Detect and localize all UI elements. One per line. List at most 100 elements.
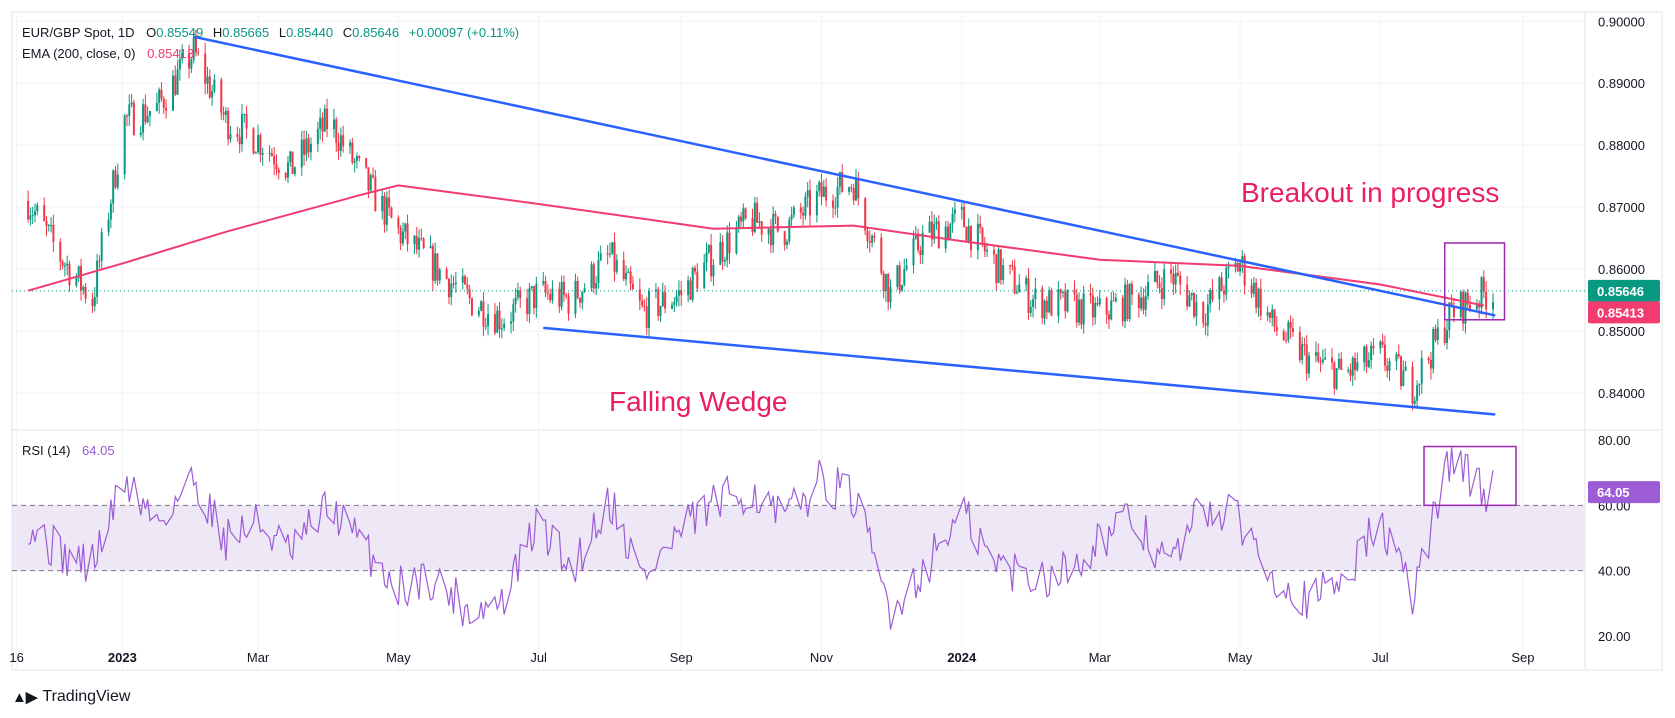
candle xyxy=(404,222,407,240)
candle-body xyxy=(1114,297,1117,301)
candle-body xyxy=(1381,341,1384,345)
tradingview-brand[interactable]: ▲▶ TradingView xyxy=(12,688,130,706)
candle xyxy=(1480,276,1483,315)
last-price-badge-label: 0.85646 xyxy=(1597,284,1644,299)
candle xyxy=(629,265,632,291)
candle xyxy=(774,210,777,225)
candle-body xyxy=(641,300,644,306)
candle xyxy=(438,267,441,285)
candle-body xyxy=(944,226,947,249)
candle-body xyxy=(788,219,791,242)
candle-body xyxy=(208,76,211,98)
candle xyxy=(565,293,568,299)
candle xyxy=(1140,286,1143,312)
candle-body xyxy=(358,156,361,159)
candle-body xyxy=(673,301,676,305)
candle-body xyxy=(429,246,432,249)
candle xyxy=(611,241,614,255)
candle xyxy=(1206,294,1209,337)
candle xyxy=(815,184,818,223)
candle-body xyxy=(431,246,434,281)
candle xyxy=(1443,320,1446,346)
candle xyxy=(841,164,844,193)
candle xyxy=(530,285,533,291)
candle-body xyxy=(1112,300,1115,302)
candle xyxy=(1147,274,1150,300)
candle xyxy=(176,59,179,96)
candle-body xyxy=(383,195,386,225)
candle-body xyxy=(921,232,924,256)
candle xyxy=(631,276,634,290)
candle-body xyxy=(1404,366,1407,371)
candle-body xyxy=(1140,297,1143,309)
candle xyxy=(510,311,513,334)
candle xyxy=(1050,287,1053,317)
candle xyxy=(1013,259,1016,295)
candle xyxy=(84,282,87,304)
candle xyxy=(884,273,887,302)
candle xyxy=(1193,292,1196,319)
candle-body xyxy=(31,215,34,217)
candle-body xyxy=(466,284,469,290)
candle-body xyxy=(992,250,995,255)
candle-body xyxy=(1446,330,1449,343)
candle-body xyxy=(917,233,920,251)
candle xyxy=(1098,290,1101,307)
candle-body xyxy=(937,221,940,249)
candle xyxy=(493,303,496,335)
candle xyxy=(963,202,966,228)
candle xyxy=(820,173,823,206)
candle-body xyxy=(1337,358,1340,369)
candle xyxy=(1048,286,1051,314)
candle-body xyxy=(240,114,243,145)
ema-200-line xyxy=(27,184,1485,307)
candle xyxy=(1287,319,1290,344)
candle xyxy=(1347,366,1350,374)
candle xyxy=(1078,292,1081,326)
candle-body xyxy=(576,280,579,298)
candle xyxy=(245,105,248,139)
candle xyxy=(406,214,409,252)
candle-body xyxy=(841,172,844,192)
candle-body xyxy=(326,108,329,130)
candle xyxy=(213,74,216,94)
candle-body xyxy=(1319,361,1322,363)
candle-body xyxy=(1096,303,1099,305)
y-tick-label: 0.87000 xyxy=(1598,200,1645,215)
candle xyxy=(1128,282,1131,322)
candle-body xyxy=(1354,357,1357,371)
y-tick-label: 0.84000 xyxy=(1598,386,1645,401)
candle xyxy=(579,297,582,308)
candle xyxy=(740,211,743,227)
candle-body xyxy=(1266,312,1269,316)
candle xyxy=(323,104,326,133)
candle xyxy=(1209,287,1212,313)
candle xyxy=(1153,262,1156,282)
candle-body xyxy=(1383,344,1386,366)
candle-body xyxy=(404,223,407,232)
candle xyxy=(599,245,602,262)
candle xyxy=(551,280,554,304)
candle-body xyxy=(969,225,972,251)
candle xyxy=(1434,324,1437,343)
candle-body xyxy=(29,215,32,220)
candle-body xyxy=(286,162,289,178)
candle xyxy=(1032,294,1035,318)
ema-value: 0.85413 xyxy=(147,46,194,61)
candle-body xyxy=(335,119,338,144)
candle-body xyxy=(1179,275,1182,285)
candle xyxy=(447,277,450,305)
candle-body xyxy=(1314,352,1317,356)
candle xyxy=(595,276,598,295)
candle-body xyxy=(68,263,71,286)
candle-body xyxy=(1298,332,1301,361)
candle-body xyxy=(1429,360,1432,369)
candle xyxy=(868,230,871,253)
high-label: H xyxy=(213,25,222,40)
candles xyxy=(27,29,1495,411)
candle-body xyxy=(728,232,731,254)
candle-body xyxy=(740,216,743,222)
candle-body xyxy=(1147,281,1150,296)
candle xyxy=(109,199,112,229)
